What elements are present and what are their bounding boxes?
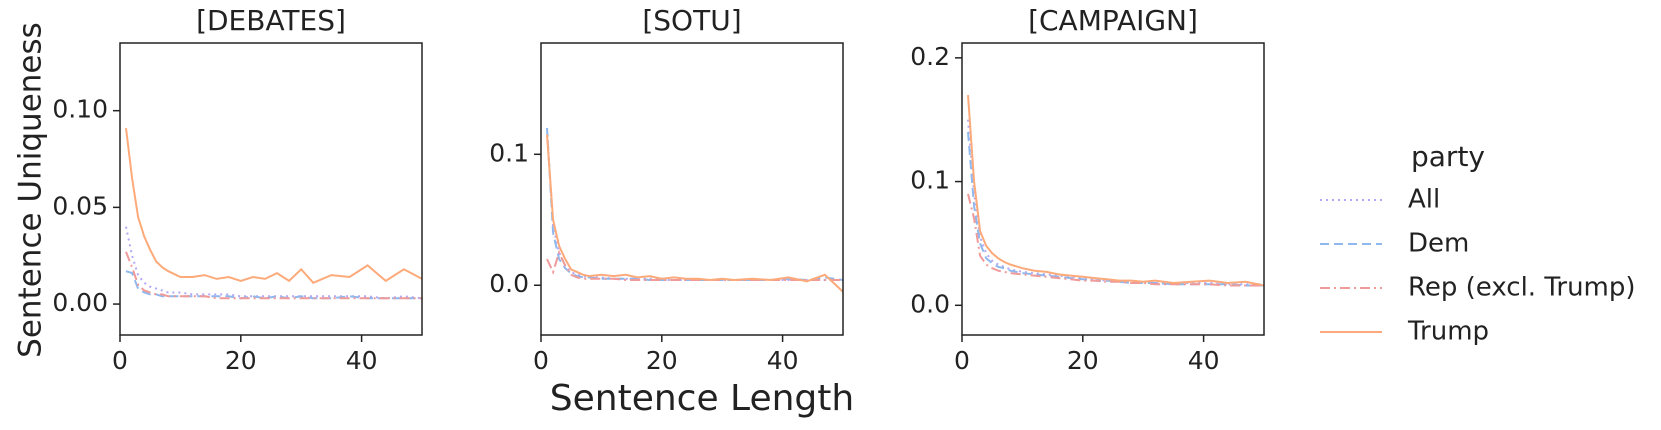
y-tick-label: 0.0: [910, 289, 950, 318]
series-line: [967, 193, 1264, 287]
x-tick-label: 0: [533, 346, 549, 375]
y-tick-label: 0.0: [489, 269, 529, 298]
x-tick-label: 40: [767, 346, 799, 375]
legend-label: Dem: [1408, 229, 1469, 259]
plot-frame: [119, 42, 423, 336]
series-line: [546, 128, 843, 282]
y-tick-label: 0.00: [52, 288, 108, 317]
y-axis-label: Sentence Uniqueness: [13, 22, 49, 358]
series-line: [546, 249, 843, 281]
plot-frame: [540, 42, 844, 336]
x-tick-label: 40: [346, 346, 378, 375]
y-tick-label: 0.1: [910, 166, 950, 195]
series-line: [546, 134, 843, 293]
panel-title: [SOTU]: [642, 4, 741, 37]
series-line: [546, 128, 843, 281]
legend-label: Trump: [1407, 317, 1489, 347]
series-line: [967, 132, 1264, 287]
series-line: [967, 94, 1264, 287]
x-tick-label: 0: [112, 346, 128, 375]
x-axis-label: Sentence Length: [550, 378, 854, 419]
legend-title: party: [1411, 140, 1485, 173]
series-line: [125, 251, 422, 300]
series-line: [125, 226, 422, 300]
y-tick-label: 0.2: [910, 42, 950, 71]
y-tick-label: 0.10: [52, 95, 108, 124]
y-tick-label: 0.05: [52, 191, 108, 220]
y-tick-label: 0.1: [489, 138, 529, 167]
series-line: [967, 119, 1264, 286]
x-tick-label: 20: [646, 346, 678, 375]
panel-title: [CAMPAIGN]: [1028, 4, 1198, 37]
legend-label: All: [1408, 185, 1440, 215]
x-tick-label: 0: [954, 346, 970, 375]
x-tick-label: 20: [225, 346, 257, 375]
x-tick-label: 20: [1067, 346, 1099, 375]
x-tick-label: 40: [1188, 346, 1220, 375]
series-line: [125, 127, 422, 285]
plot-frame: [961, 42, 1265, 336]
legend-label: Rep (excl. Trump): [1408, 273, 1636, 303]
panel-title: [DEBATES]: [196, 4, 346, 37]
